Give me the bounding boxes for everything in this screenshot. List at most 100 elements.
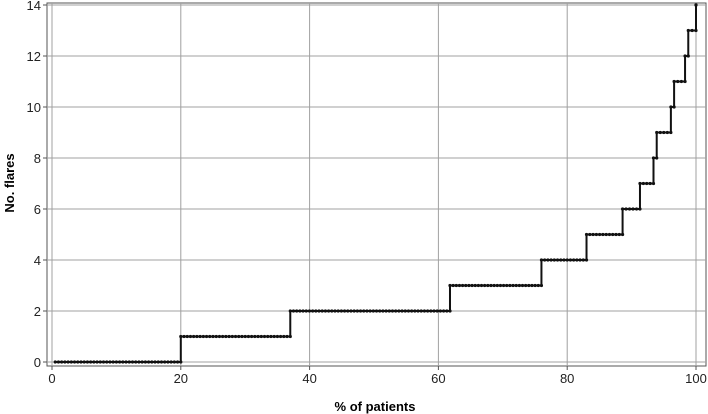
data-point [114, 360, 118, 364]
data-point [694, 3, 698, 7]
data-point [227, 334, 231, 339]
data-point [233, 334, 238, 339]
data-point [483, 283, 487, 288]
data-point [175, 360, 180, 364]
data-point [98, 360, 102, 364]
data-point [498, 283, 503, 288]
data-point [479, 283, 484, 288]
data-point [137, 360, 141, 364]
data-point [256, 334, 260, 339]
data-point [648, 181, 652, 186]
data-point [288, 309, 292, 313]
data-point [546, 258, 550, 262]
data-point [311, 309, 315, 313]
data-point [539, 283, 544, 288]
data-point [266, 334, 270, 339]
y-tick-label: 14 [27, 0, 41, 13]
data-point [445, 309, 449, 313]
data-point [495, 283, 499, 288]
data-point [320, 309, 324, 313]
data-point [448, 309, 452, 313]
data-point [105, 360, 109, 364]
data-point [134, 360, 138, 364]
data-point [672, 105, 676, 109]
data-point [429, 309, 433, 313]
data-point [470, 283, 474, 288]
data-point [201, 334, 205, 339]
data-point [279, 334, 283, 339]
data-point [461, 283, 465, 288]
x-tick-label: 20 [174, 371, 188, 386]
data-point [69, 360, 73, 364]
y-axis-ticks: 0 2 4 6 8 10 12 14 [27, 0, 47, 370]
data-point [486, 283, 490, 288]
data-point [150, 360, 154, 364]
data-point [435, 309, 439, 313]
data-point [330, 309, 334, 313]
data-point [214, 334, 218, 339]
data-point [655, 130, 659, 135]
data-point [53, 360, 57, 364]
data-point [473, 283, 477, 288]
data-point [426, 309, 430, 313]
y-tick-label: 6 [34, 202, 41, 217]
data-point [371, 309, 375, 313]
data-point [259, 334, 263, 339]
data-point [631, 207, 635, 211]
data-point [607, 232, 612, 237]
data-point [365, 309, 369, 313]
data-point [394, 309, 398, 313]
data-point [617, 232, 621, 237]
data-point [422, 309, 427, 313]
data-point [614, 232, 618, 237]
data-point [333, 309, 337, 313]
data-point [552, 258, 556, 262]
data-point [634, 207, 639, 211]
series-step-line [55, 5, 697, 363]
data-point [291, 309, 296, 313]
data-point [72, 360, 77, 364]
data-point [130, 360, 135, 364]
data-point [163, 360, 167, 364]
data-point [539, 258, 544, 262]
data-point [604, 232, 608, 237]
data-point [230, 334, 234, 339]
data-point [588, 232, 592, 237]
data-point [505, 283, 509, 288]
data-point [342, 309, 347, 313]
data-point [143, 360, 147, 364]
data-point [204, 334, 209, 339]
data-point [275, 334, 279, 339]
data-point [140, 360, 144, 364]
data-point [679, 79, 684, 84]
x-tick-label: 0 [48, 371, 55, 386]
data-point [651, 181, 656, 186]
data-point [250, 334, 254, 339]
data-point [56, 360, 61, 364]
x-axis-title: % of patients [335, 399, 416, 414]
data-point [524, 283, 528, 288]
data-point [533, 283, 537, 288]
data-point [562, 258, 566, 262]
grid-lines [47, 3, 706, 366]
data-point [672, 79, 676, 84]
data-point [410, 309, 414, 313]
data-point [179, 334, 183, 339]
data-point [665, 130, 669, 135]
data-point [638, 207, 642, 211]
data-point [530, 283, 534, 288]
data-point [645, 181, 649, 186]
data-point [662, 130, 666, 135]
data-point [464, 283, 468, 288]
data-point [467, 283, 471, 288]
data-point [416, 309, 420, 313]
data-point [82, 360, 86, 364]
data-point [269, 334, 273, 339]
data-point [336, 309, 340, 313]
data-point [584, 232, 589, 237]
data-point [272, 334, 276, 339]
data-point [288, 334, 292, 339]
data-point [620, 207, 625, 211]
data-point [442, 309, 446, 313]
data-point [355, 309, 359, 313]
